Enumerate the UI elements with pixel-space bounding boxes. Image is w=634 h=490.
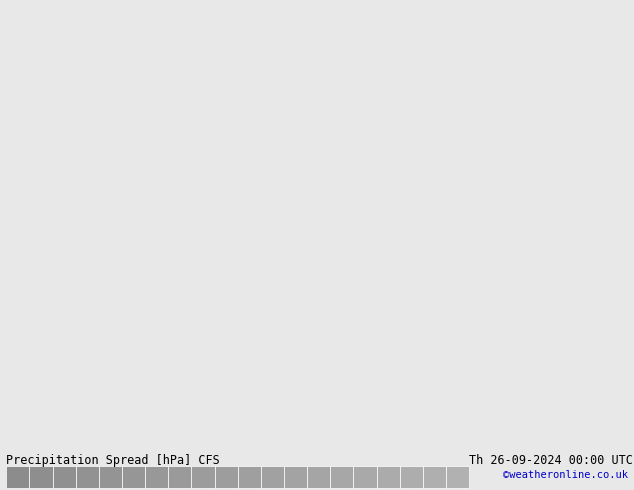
FancyBboxPatch shape xyxy=(399,466,423,488)
FancyBboxPatch shape xyxy=(169,466,191,488)
FancyBboxPatch shape xyxy=(284,466,307,488)
FancyBboxPatch shape xyxy=(446,466,469,488)
FancyBboxPatch shape xyxy=(238,466,261,488)
Text: ©weatheronline.co.uk: ©weatheronline.co.uk xyxy=(503,469,628,480)
FancyBboxPatch shape xyxy=(261,466,284,488)
FancyBboxPatch shape xyxy=(75,466,99,488)
FancyBboxPatch shape xyxy=(423,466,446,488)
Text: Th 26-09-2024 00:00 UTC (00+24): Th 26-09-2024 00:00 UTC (00+24) xyxy=(469,454,634,467)
FancyBboxPatch shape xyxy=(377,466,399,488)
FancyBboxPatch shape xyxy=(191,466,214,488)
FancyBboxPatch shape xyxy=(330,466,354,488)
FancyBboxPatch shape xyxy=(145,466,168,488)
FancyBboxPatch shape xyxy=(354,466,377,488)
FancyBboxPatch shape xyxy=(6,466,29,488)
FancyBboxPatch shape xyxy=(214,466,238,488)
FancyBboxPatch shape xyxy=(307,466,330,488)
Text: Precipitation Spread [hPa] CFS: Precipitation Spread [hPa] CFS xyxy=(6,454,220,467)
FancyBboxPatch shape xyxy=(122,466,145,488)
FancyBboxPatch shape xyxy=(53,466,75,488)
FancyBboxPatch shape xyxy=(99,466,122,488)
FancyBboxPatch shape xyxy=(29,466,53,488)
